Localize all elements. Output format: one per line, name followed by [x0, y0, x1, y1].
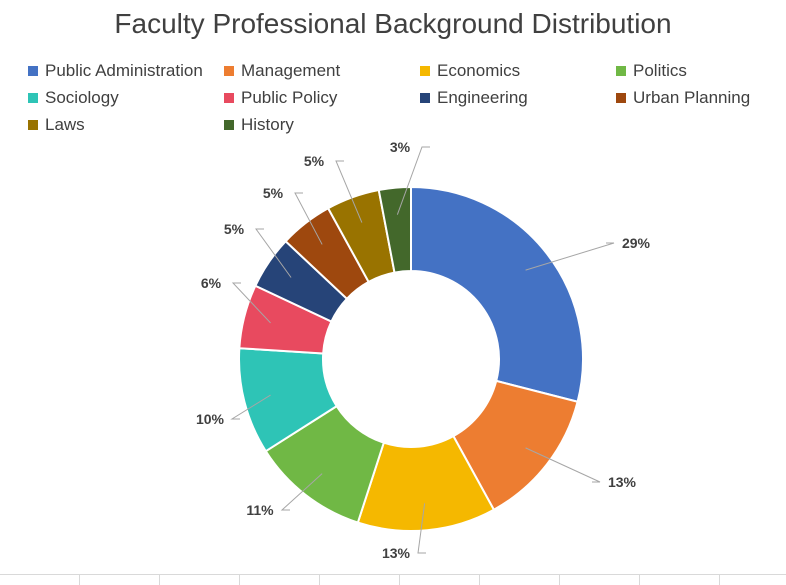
- legend-item-public-policy: Public Policy: [224, 88, 420, 107]
- leader-line: [294, 192, 323, 245]
- legend-swatch: [616, 66, 626, 76]
- leader-line: [280, 473, 323, 511]
- legend-item-politics: Politics: [616, 61, 778, 80]
- slice-history: [377, 185, 412, 274]
- leader-line: [525, 447, 601, 483]
- legend-label: History: [241, 115, 294, 134]
- leader-line: [525, 242, 615, 271]
- leader-line: [230, 394, 271, 420]
- legend-label: Management: [241, 61, 341, 80]
- legend-item-history: History: [224, 115, 420, 134]
- chart-legend: Public Administration Management Economics…: [28, 61, 778, 134]
- legend-item-sociology: Sociology: [28, 88, 224, 107]
- data-label-politics: 11%: [246, 502, 274, 518]
- leader-line: [255, 228, 292, 278]
- data-label-public-policy: 6%: [201, 275, 222, 291]
- data-label-laws: 5%: [304, 153, 325, 169]
- legend-swatch: [616, 93, 626, 103]
- data-label-engineering: 5%: [224, 221, 245, 237]
- legend-swatch: [420, 66, 430, 76]
- legend-label: Public Policy: [241, 88, 338, 107]
- chart-title: Faculty Professional Background Distribu…: [114, 8, 672, 39]
- legend-label: Economics: [437, 61, 521, 80]
- legend-swatch: [224, 120, 234, 130]
- data-label-economics: 13%: [382, 545, 411, 561]
- leader-line: [231, 282, 271, 324]
- legend-label: Public Administration: [45, 61, 203, 80]
- data-label-public-administration: 29%: [622, 235, 651, 251]
- data-label-sociology: 10%: [196, 411, 225, 427]
- legend-swatch: [28, 93, 38, 103]
- legend-swatch: [28, 66, 38, 76]
- legend-label: Urban Planning: [633, 88, 751, 107]
- data-label-history: 3%: [390, 139, 411, 155]
- legend-label: Sociology: [45, 88, 119, 107]
- legend-label: Engineering: [437, 88, 528, 107]
- legend-item-laws: Laws: [28, 115, 224, 134]
- legend-label: Politics: [633, 61, 687, 80]
- legend-item-urban-planning: Urban Planning: [616, 88, 778, 107]
- leader-line: [396, 146, 430, 215]
- legend-swatch: [28, 120, 38, 130]
- legend-swatch: [224, 66, 234, 76]
- legend-item-management: Management: [224, 61, 420, 80]
- leader-line: [417, 503, 426, 554]
- legend-swatch: [224, 93, 234, 103]
- leader-line: [335, 160, 363, 223]
- data-label-management: 13%: [608, 474, 637, 490]
- legend-item-economics: Economics: [420, 61, 616, 80]
- spreadsheet-gridlines: [0, 574, 786, 585]
- data-label-urban-planning: 5%: [263, 185, 284, 201]
- legend-label: Laws: [45, 115, 85, 134]
- slice-public-administration: [410, 185, 584, 403]
- legend-item-engineering: Engineering: [420, 88, 616, 107]
- legend-swatch: [420, 93, 430, 103]
- legend-item-public-administration: Public Administration: [28, 61, 224, 80]
